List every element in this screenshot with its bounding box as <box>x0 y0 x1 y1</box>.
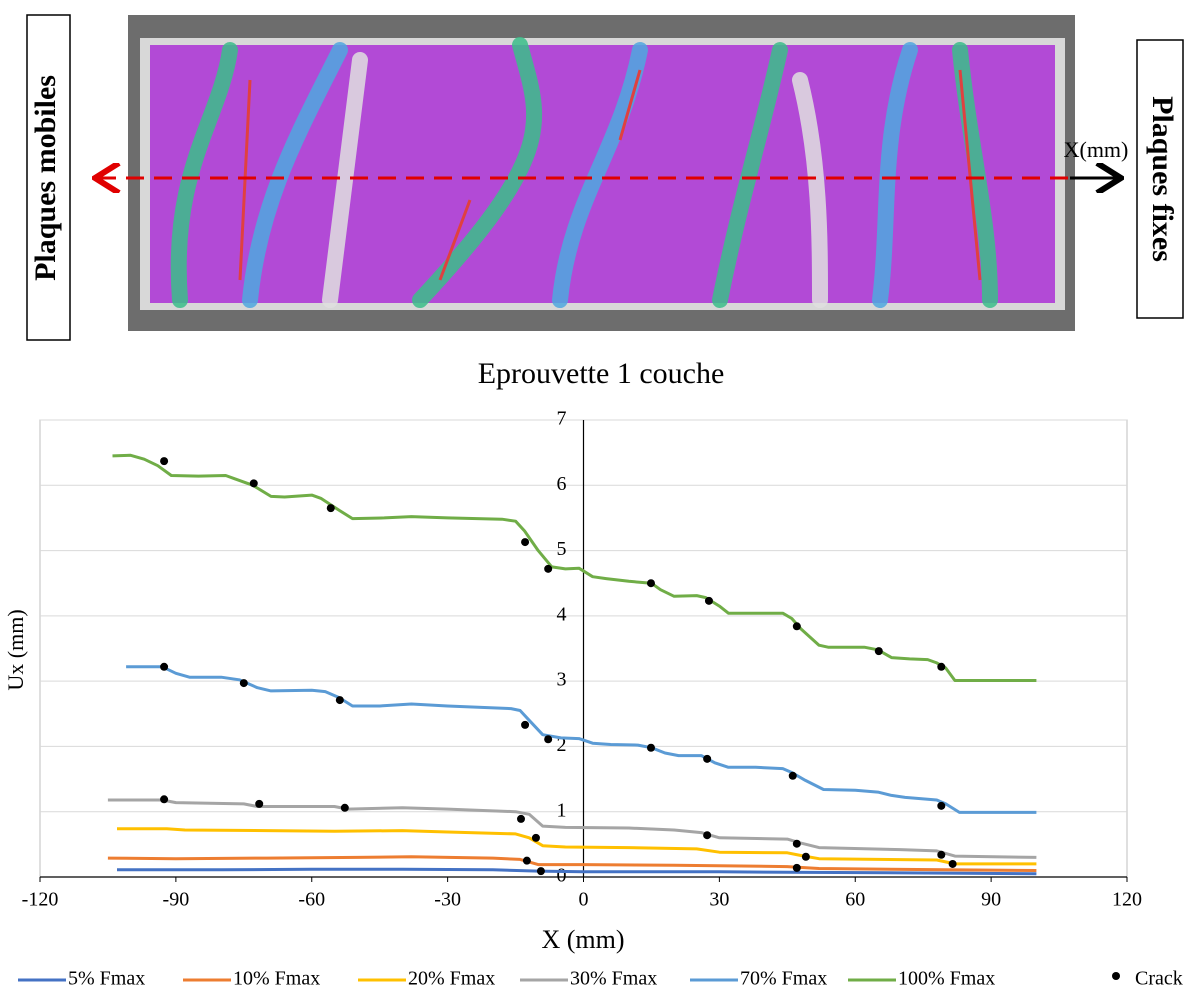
crack-point <box>255 799 264 808</box>
crack-point <box>239 679 248 688</box>
crack-point <box>531 833 540 842</box>
legend-label: Crack <box>1135 968 1183 990</box>
x-tick-label: -120 <box>22 889 59 911</box>
y-tick-label: 5 <box>557 538 567 560</box>
crack-point <box>801 852 810 861</box>
left-box: Plaques mobiles <box>26 14 71 341</box>
crack-point <box>792 863 801 872</box>
y-tick-label: 1 <box>557 799 567 821</box>
x-tick-label: -60 <box>298 889 325 911</box>
series-line <box>112 453 1037 682</box>
legend-label: 100% Fmax <box>898 968 995 990</box>
y-tick-label: 4 <box>557 603 567 625</box>
arrow-label: X(mm) <box>1064 137 1129 162</box>
crack-point <box>788 771 797 780</box>
crack-point <box>326 504 335 513</box>
crack-point <box>160 662 169 671</box>
y-tick-label: 7 <box>557 408 567 430</box>
right-box: Plaques fixes <box>1136 39 1184 319</box>
legend-label: 70% Fmax <box>740 968 827 990</box>
crack-point <box>703 754 712 763</box>
crack-point <box>516 814 525 823</box>
x-tick-label: 30 <box>709 889 729 911</box>
y-tick-label: 2 <box>557 734 567 756</box>
series-line <box>117 827 1037 866</box>
caption: Eprouvette 1 couche <box>478 357 725 390</box>
crack-point <box>544 735 553 744</box>
crack-point <box>249 479 258 488</box>
crack-point <box>646 743 655 752</box>
legend-swatch <box>1112 972 1120 980</box>
crack-point <box>937 850 946 859</box>
crack-point <box>335 696 344 705</box>
crack-point <box>544 564 553 573</box>
crack-point <box>792 839 801 848</box>
legend-label: 5% Fmax <box>68 968 145 990</box>
x-tick-label: -90 <box>163 889 190 911</box>
crack-point <box>703 831 712 840</box>
left-label: Plaques mobiles <box>29 75 62 281</box>
crack-point <box>160 457 169 466</box>
x-tick-label: -30 <box>434 889 461 911</box>
x-tick-label: 60 <box>845 889 865 911</box>
x-tick-label: 120 <box>1112 889 1142 911</box>
crack-point <box>160 795 169 804</box>
crack-point <box>874 647 883 656</box>
x-tick-label: 90 <box>981 889 1001 911</box>
crack-point <box>792 622 801 631</box>
legend-label: 20% Fmax <box>408 968 495 990</box>
y-axis-title: Ux (mm) <box>3 609 28 690</box>
crack-point <box>521 538 530 547</box>
series-line <box>126 665 1037 814</box>
series-line <box>107 798 1037 859</box>
y-tick-label: 0 <box>557 865 567 887</box>
y-tick-label: 3 <box>557 669 567 691</box>
legend-label: 10% Fmax <box>233 968 320 990</box>
x-tick-label: 0 <box>579 889 589 911</box>
specimen-photo <box>128 15 1075 331</box>
legend-label: 30% Fmax <box>570 968 657 990</box>
crack-point <box>646 579 655 588</box>
crack-point <box>536 867 545 876</box>
y-tick-label: 6 <box>557 473 567 495</box>
crack-point <box>937 662 946 671</box>
crack-point <box>948 859 957 868</box>
crack-point <box>340 803 349 812</box>
crack-point <box>521 720 530 729</box>
right-label: Plaques fixes <box>1146 96 1179 262</box>
x-axis-title: X (mm) <box>541 925 624 954</box>
crack-point <box>522 856 531 865</box>
crack-point <box>704 596 713 605</box>
crack-point <box>937 801 946 810</box>
